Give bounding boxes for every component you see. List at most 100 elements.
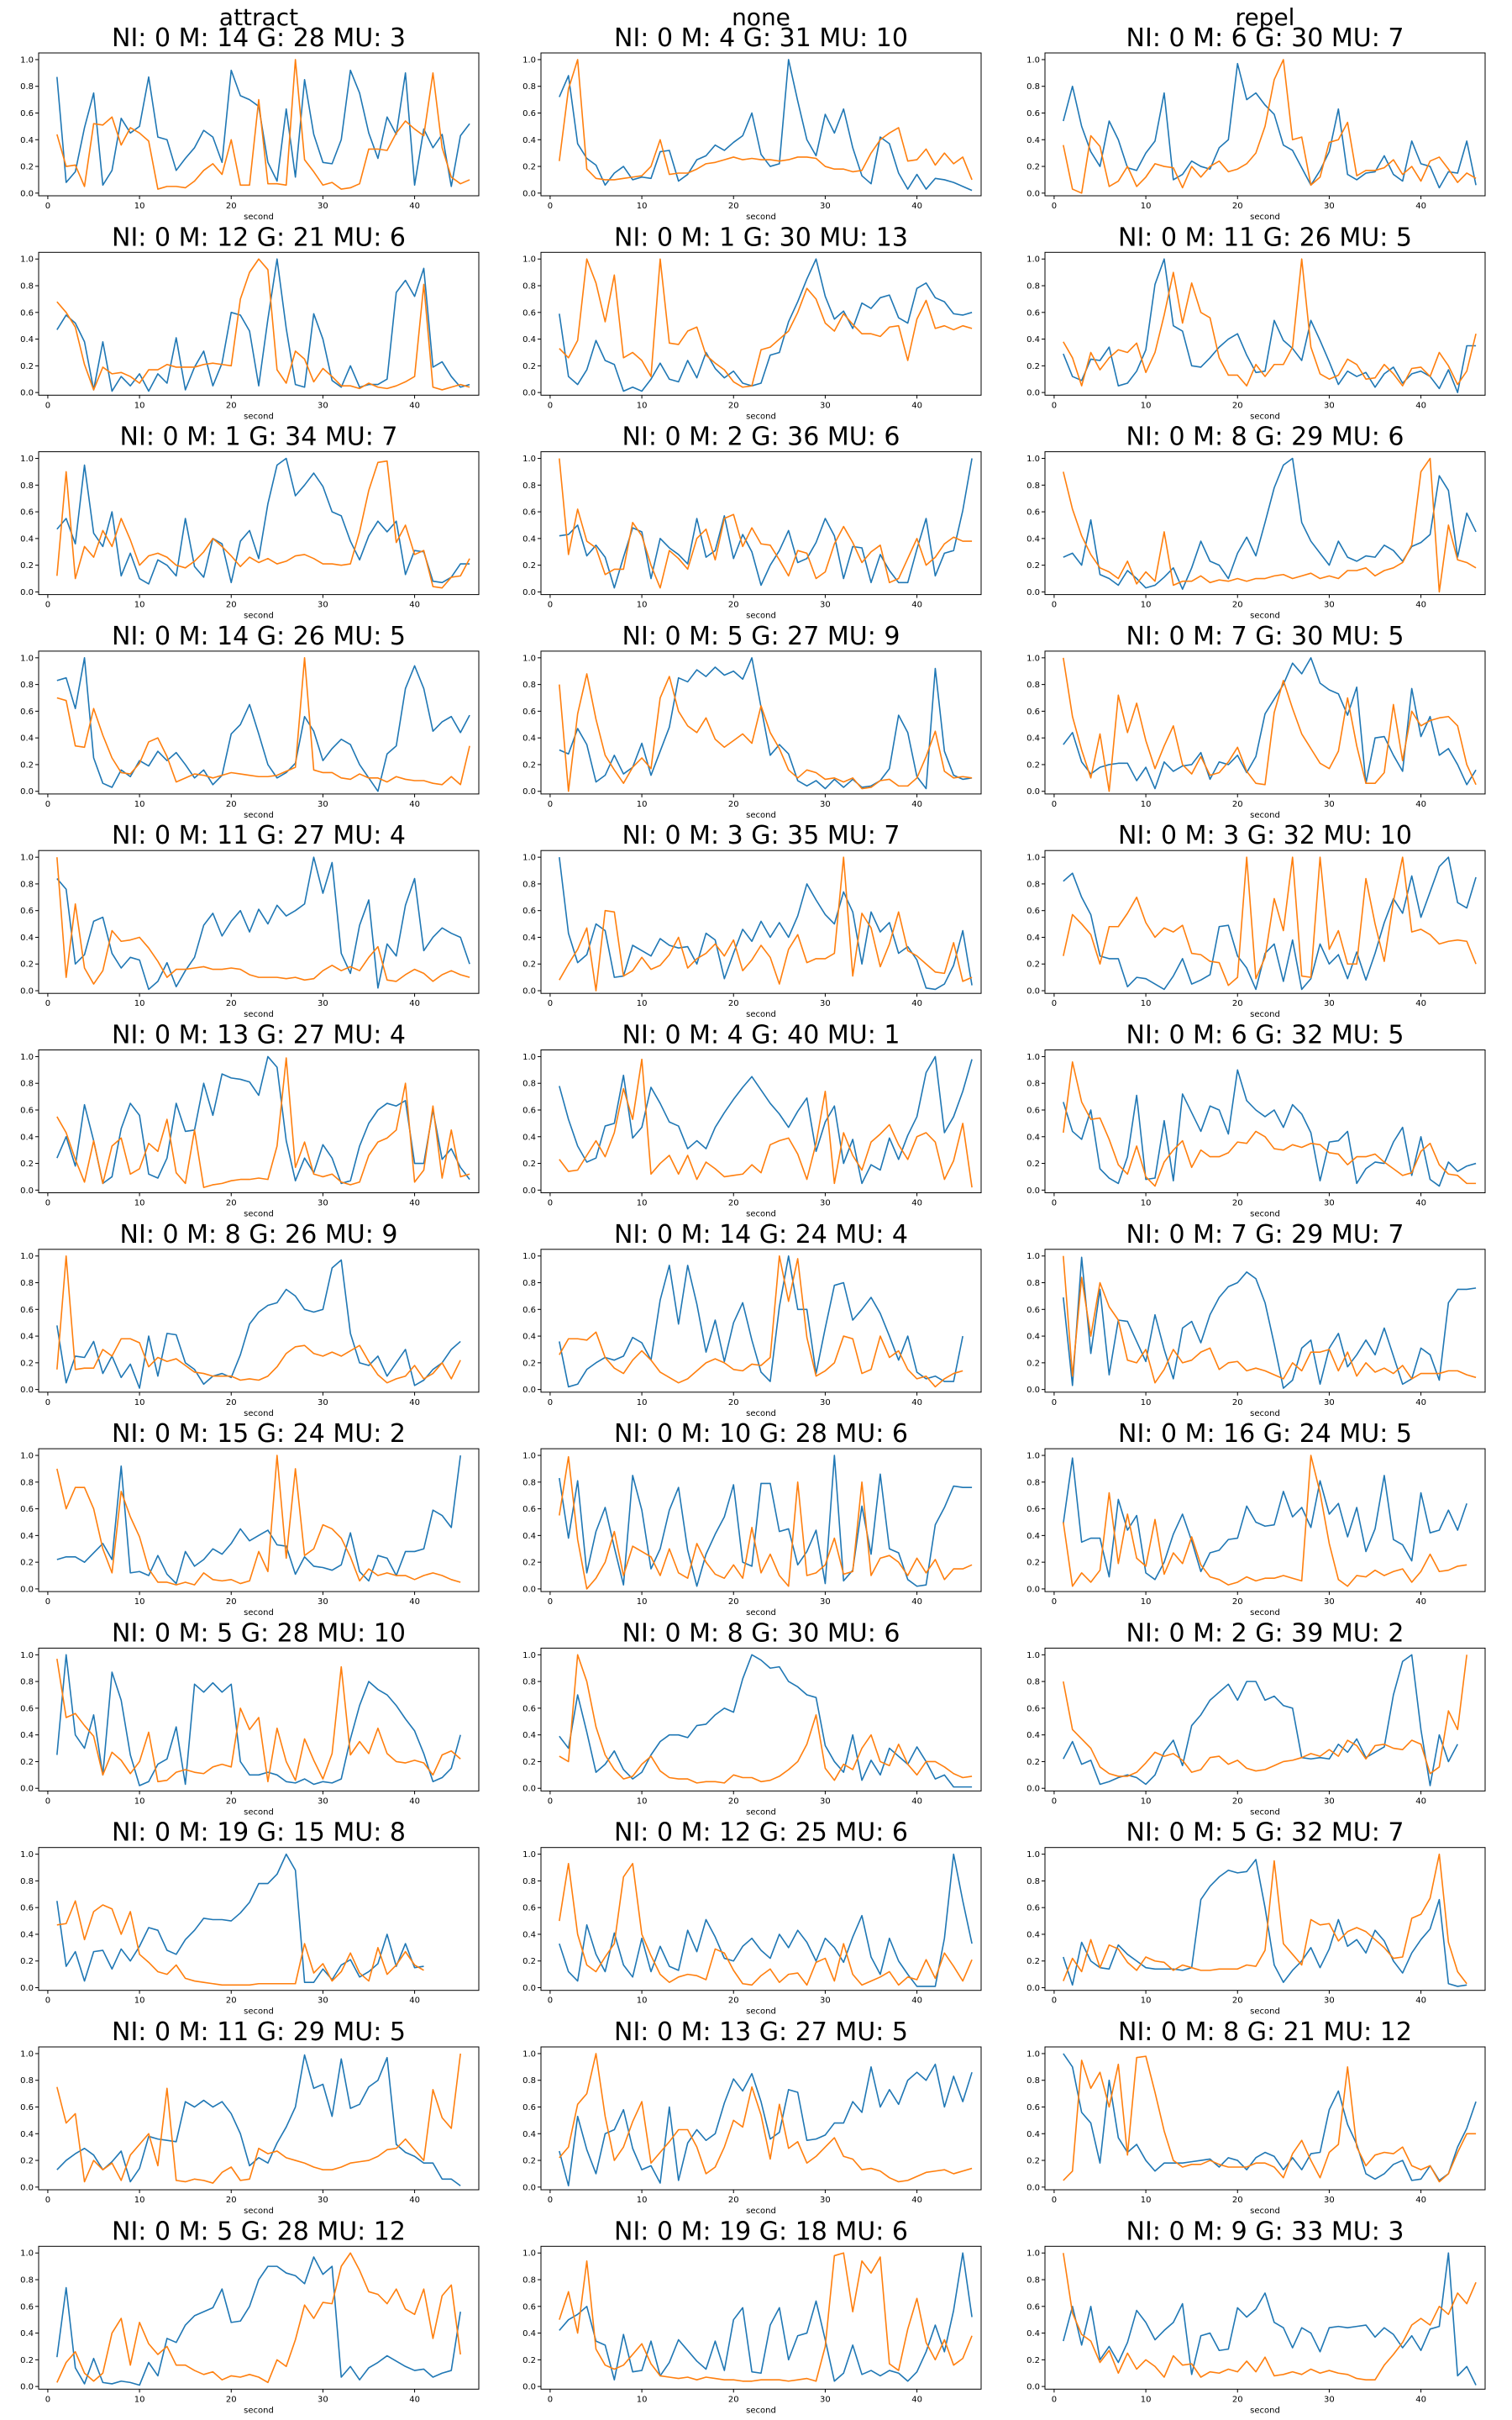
y-tick-label: 0.4	[1026, 934, 1040, 943]
y-tick-label: 0.2	[1026, 1559, 1040, 1568]
x-tick-label: 40	[409, 2395, 420, 2404]
y-tick-label: 0.6	[522, 2103, 536, 2112]
x-tick-label: 40	[409, 1797, 420, 1806]
y-tick-label: 1.0	[1026, 255, 1040, 265]
subplot-attract-row-7: NI: 0 M: 8 G: 26 MU: 9 0 10 20 30 40 0.0 0.2 0.4…	[20, 1220, 480, 1418]
x-tick-label: 0	[1052, 2196, 1057, 2205]
y-tick-label: 0.8	[522, 1877, 536, 1886]
subplot-title: NI: 0 M: 8 G: 21 MU: 12	[1118, 2018, 1412, 2047]
x-axis-label: second	[244, 2007, 274, 2017]
axes-frame	[1044, 850, 1486, 994]
x-tick-label: 0	[1052, 601, 1057, 610]
y-tick-label: 1.0	[1026, 854, 1040, 863]
axes-frame	[540, 1050, 982, 1193]
subplot-title: NI: 0 M: 14 G: 24 MU: 4	[614, 1220, 908, 1249]
subplot-title: NI: 0 M: 4 G: 40 MU: 1	[622, 1021, 900, 1050]
series-line-orange	[1063, 856, 1477, 986]
subplot-repel-row-7: NI: 0 M: 7 G: 29 MU: 7 0 10 20 30 40 0.0 0.2 0.4…	[1026, 1220, 1486, 1418]
x-tick-label: 20	[728, 401, 739, 410]
x-tick-label: 10	[134, 2395, 145, 2404]
axes-frame	[1044, 1647, 1486, 1791]
axes-frame	[1044, 2245, 1486, 2390]
y-tick-label: 0.0	[20, 1984, 34, 1993]
y-tick-label: 0.0	[1026, 588, 1040, 597]
x-axis-label: second	[746, 1210, 776, 1219]
x-tick-label: 0	[548, 1597, 553, 1607]
subplot-repel-row-1: NI: 0 M: 6 G: 30 MU: 7 0 10 20 30 40 0.0 0.2 0.4…	[1026, 24, 1486, 222]
subplot-title: NI: 0 M: 19 G: 15 MU: 8	[112, 1818, 406, 1848]
x-tick-label: 0	[1052, 1597, 1057, 1607]
subplot-attract-row-3: NI: 0 M: 1 G: 34 MU: 7 0 10 20 30 40 0.0 0.2 0.4…	[20, 423, 480, 621]
subplot-title: NI: 0 M: 1 G: 34 MU: 7	[120, 423, 398, 452]
x-tick-label: 0	[548, 202, 553, 211]
x-tick-label: 40	[1415, 1996, 1426, 2006]
x-tick-label: 30	[318, 1797, 328, 1806]
x-axis-label: second	[244, 2406, 274, 2415]
series-line-orange	[1063, 1061, 1477, 1187]
y-tick-label: 0.2	[522, 2356, 536, 2365]
series-line-blue	[1063, 1457, 1467, 1581]
y-tick-label: 1.0	[20, 2249, 34, 2259]
axes-frame	[540, 1249, 982, 1393]
x-tick-label: 10	[1141, 1398, 1152, 1407]
series-line-orange	[56, 258, 470, 391]
axes-frame	[540, 650, 982, 795]
series-line-orange	[559, 1058, 973, 1188]
y-tick-label: 0.8	[522, 282, 536, 292]
x-tick-label: 40	[409, 1597, 420, 1607]
series-line-orange	[56, 1900, 424, 1986]
series-line-blue	[559, 1455, 973, 1587]
y-tick-label: 0.6	[20, 1306, 34, 1315]
y-tick-label: 0.6	[522, 1904, 536, 1913]
y-tick-label: 0.6	[1026, 1505, 1040, 1514]
x-tick-label: 40	[409, 601, 420, 610]
x-tick-label: 20	[728, 1996, 739, 2006]
x-tick-label: 0	[548, 800, 553, 809]
x-tick-label: 30	[318, 202, 328, 211]
y-tick-label: 0.2	[522, 1160, 536, 1169]
y-tick-label: 1.0	[1026, 2249, 1040, 2259]
y-tick-label: 0.8	[20, 1478, 34, 1487]
y-tick-label: 0.2	[20, 2356, 34, 2365]
axes-frame	[38, 251, 480, 396]
y-tick-label: 0.8	[1026, 1678, 1040, 1687]
subplot-attract-row-5: NI: 0 M: 11 G: 27 MU: 4 0 10 20 30 40 0.0 0.2 0.…	[20, 821, 480, 1019]
y-tick-label: 0.2	[522, 960, 536, 970]
x-tick-label: 10	[637, 1597, 648, 1607]
axes-frame	[540, 1647, 982, 1791]
y-tick-label: 0.2	[20, 163, 34, 172]
subplot-title: NI: 0 M: 3 G: 35 MU: 7	[622, 821, 900, 850]
x-axis-label: second	[1250, 811, 1280, 820]
y-tick-label: 0.2	[522, 1559, 536, 1568]
axes-frame	[38, 1448, 480, 1592]
x-tick-label: 20	[226, 800, 237, 809]
y-tick-label: 0.6	[20, 109, 34, 118]
series-line-blue	[559, 657, 973, 790]
x-tick-label: 10	[1141, 1597, 1152, 1607]
y-tick-label: 0.4	[1026, 1532, 1040, 1541]
x-tick-label: 30	[318, 401, 328, 410]
series-line-orange	[559, 673, 973, 792]
x-tick-label: 20	[728, 1199, 739, 1208]
series-line-blue	[56, 1853, 424, 1983]
subplot-title: NI: 0 M: 10 G: 28 MU: 6	[614, 1419, 908, 1449]
y-tick-label: 0.8	[1026, 1877, 1040, 1886]
subplot-repel-row-12: NI: 0 M: 9 G: 33 MU: 3 0 10 20 30 40 0.0 0.2 0.4…	[1026, 2217, 1486, 2415]
y-tick-label: 0.8	[522, 2076, 536, 2086]
x-tick-label: 0	[548, 2196, 553, 2205]
series-line-orange	[559, 1862, 973, 1986]
subplot-title: NI: 0 M: 1 G: 30 MU: 13	[614, 223, 908, 252]
x-tick-label: 30	[318, 2196, 328, 2205]
x-tick-label: 40	[409, 999, 420, 1008]
series-line-blue	[56, 1654, 461, 1786]
subplot-title: NI: 0 M: 6 G: 30 MU: 7	[1126, 24, 1404, 53]
subplot-attract-row-11: NI: 0 M: 11 G: 29 MU: 5 0 10 20 30 40 0.0 0.2 0.…	[20, 2018, 480, 2216]
y-tick-label: 0.6	[1026, 1306, 1040, 1315]
x-tick-label: 40	[1415, 1797, 1426, 1806]
subplot-attract-row-1: NI: 0 M: 14 G: 28 MU: 3 0 10 20 30 40 0.0 0.2 0.…	[20, 24, 480, 222]
axes-frame	[38, 1847, 480, 1991]
series-line-blue	[559, 1654, 973, 1788]
series-line-blue	[1063, 2252, 1477, 2386]
y-tick-label: 0.0	[522, 1585, 536, 1594]
